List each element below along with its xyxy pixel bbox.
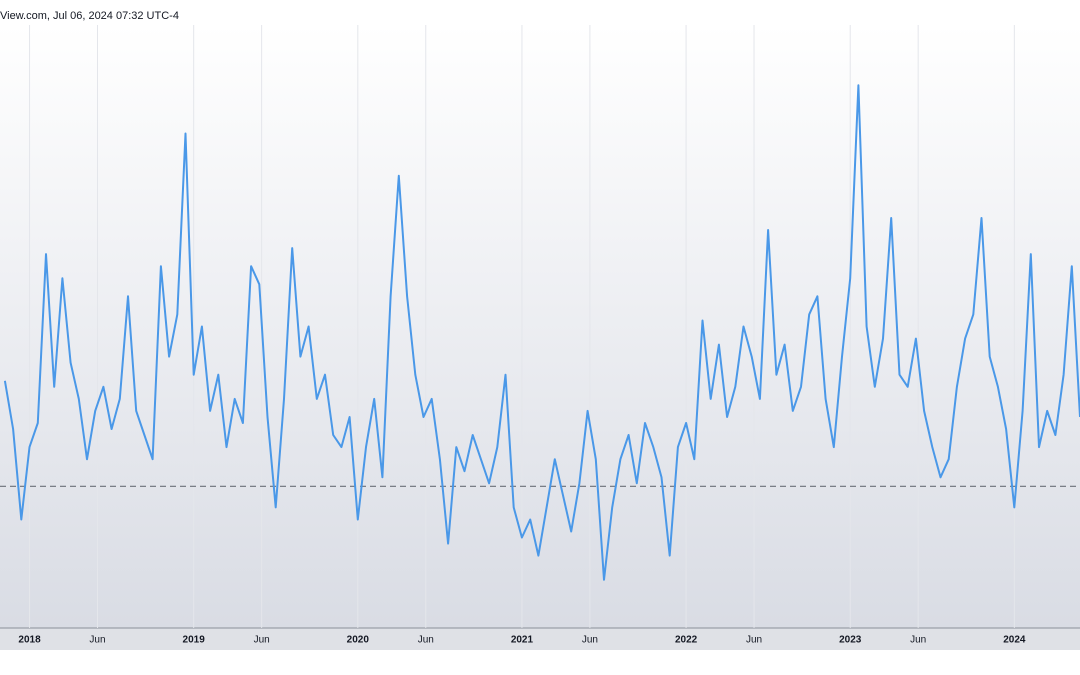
x-tick-label: 2022 [675, 635, 698, 646]
header-text: View.com, Jul 06, 2024 07:32 UTC-4 [0, 10, 179, 22]
grid [29, 25, 1015, 628]
x-tick-label: Jun [254, 635, 270, 646]
x-tick-label: Jun [746, 635, 762, 646]
labels: 2018 Jun 2019 Jun 2020 Jun 2021 Jun 2022 Jun 2023 J… [18, 635, 1025, 646]
x-tick-label: 2020 [347, 635, 370, 646]
plot-background [0, 25, 1080, 628]
x-tick-label: 2024 [1003, 635, 1026, 646]
x-tick-label: Jun [418, 635, 434, 646]
x-tick-label: 2021 [511, 635, 534, 646]
x-tick-label: Jun [89, 635, 105, 646]
x-tick-label: 2023 [839, 635, 862, 646]
time-axis-band [0, 628, 1080, 650]
marks [0, 84, 1080, 581]
x-tick-label: 2018 [18, 635, 41, 646]
x-tick-label: Jun [582, 635, 598, 646]
data-line [3, 84, 1080, 581]
x-tick-label: Jun [910, 635, 926, 646]
x-tick-label: 2019 [183, 635, 206, 646]
